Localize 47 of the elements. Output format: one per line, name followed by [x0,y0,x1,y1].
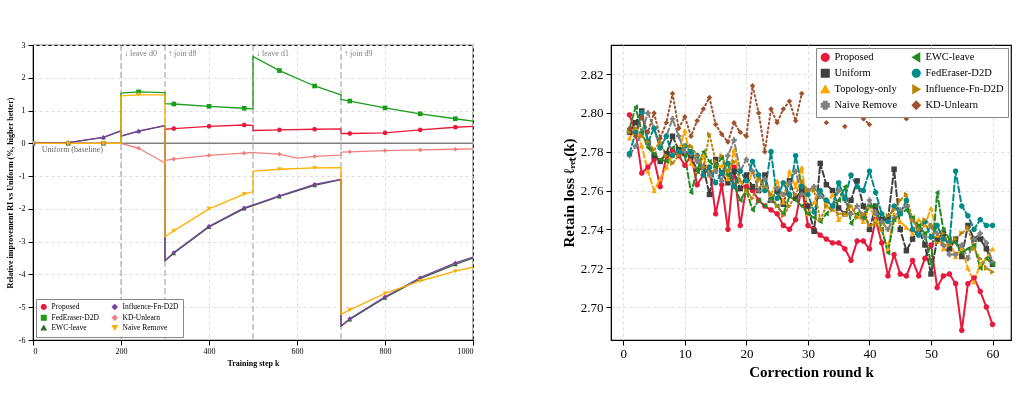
x-tick-label: 60 [986,345,1000,361]
x-tick-label: 1000 [457,346,474,356]
x-tick-label: 30 [801,345,815,361]
legend-label: Naive Remove [834,99,898,111]
x-tick-label: 200 [115,346,128,356]
y-tick-label: -2 [18,204,26,214]
y-tick-label: -6 [18,335,26,345]
y-tick-label: 2.76 [580,183,604,199]
x-tick-label: 20 [740,345,754,361]
x-tick-label: 800 [379,346,392,356]
y-axis-title: Relative improvement RI vs Uniform (%, higher better) [5,97,15,289]
legend-label: Topology-only [834,83,898,95]
x-axis-title: Correction round k [749,363,875,380]
y-tick-label: 2.74 [580,221,604,237]
y-tick-label: -4 [18,269,26,279]
x-tick-label: 400 [203,346,216,356]
legend-label: KD-Unlearn [925,99,979,111]
legend-label: Influence-Fn-D2D [925,83,1005,95]
x-axis-title: Training step k [227,358,280,368]
y-tick-label: 0 [21,138,26,148]
ref-line-label: ↓ leave d0 [124,49,157,58]
y-tick-label: 2 [21,73,26,83]
x-tick-label: 10 [678,345,692,361]
x-tick-label: 600 [291,346,304,356]
x-tick-label: 0 [620,345,628,361]
y-tick-label: 2.70 [580,299,604,315]
y-tick-label: -3 [18,237,26,247]
y-tick-label: -5 [18,302,26,312]
ref-line-label: ↓ leave d1 [256,49,289,58]
legend-label: Uniform [834,67,871,79]
y-tick-label: 2.78 [580,144,604,160]
x-tick-label: 50 [925,345,938,361]
y-tick-label: 3 [21,40,26,50]
x-tick-label: 0 [33,346,38,356]
x-tick-label: 40 [863,345,877,361]
legend-label: EWC-leave [925,51,975,63]
ref-line-label: ↑ join d9 [344,49,373,58]
y-tick-label: 1 [21,106,26,116]
y-tick-label: 2.72 [580,260,604,276]
legend-label: Proposed [834,51,875,63]
ref-line-label: ↑ join d8 [168,49,197,58]
y-tick-label: 2.82 [580,66,604,82]
y-axis-title: Retain loss ℓᵣₑₜ(k) [560,138,578,248]
legend-label: FedEraser-D2D [925,67,993,79]
ref-line-label: Uniform (baseline) [41,145,104,155]
y-tick-label: 2.80 [580,105,604,121]
y-tick-label: -1 [18,171,26,181]
